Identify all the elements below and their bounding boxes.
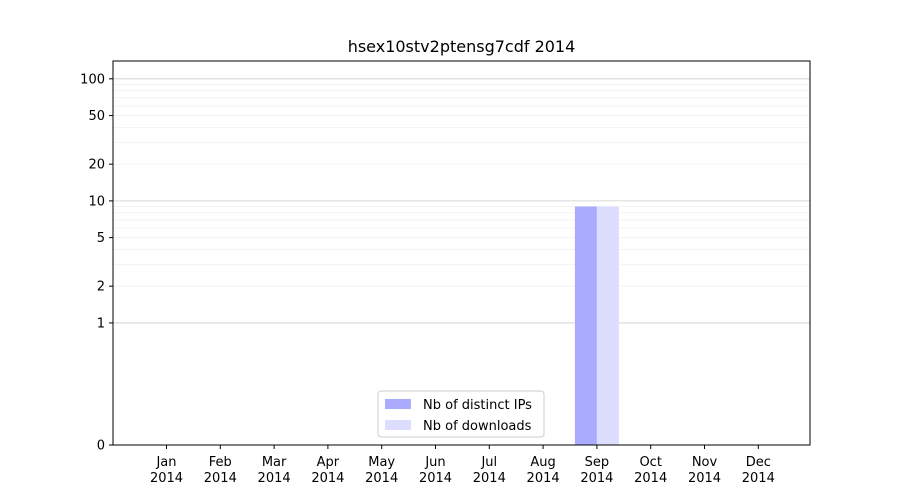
x-tick-label-year: 2014 — [365, 471, 398, 486]
x-tick-label-month: Apr — [317, 455, 340, 470]
bars-layer — [574, 206, 619, 445]
x-tick-label-month: Oct — [639, 455, 661, 470]
x-tick-label-year: 2014 — [150, 471, 183, 486]
chart-title: hsex10stv2ptensg7cdf 2014 — [348, 37, 576, 56]
axes-layer: 0125102050100Jan2014Feb2014Mar2014Apr201… — [80, 60, 811, 486]
x-tick-label-month: Jul — [480, 455, 497, 470]
x-tick-label-year: 2014 — [204, 471, 237, 486]
plot-frame — [112, 60, 811, 446]
x-tick-label-month: Dec — [746, 455, 771, 470]
x-tick-label-month: Mar — [262, 455, 287, 470]
x-tick-label-month: Jan — [155, 455, 176, 470]
legend-swatch — [385, 420, 411, 430]
legend-swatch — [385, 399, 411, 409]
y-tick-label: 0 — [97, 439, 105, 454]
x-tick-label-year: 2014 — [634, 471, 667, 486]
y-tick-label: 5 — [97, 231, 105, 246]
y-tick-label: 50 — [88, 109, 105, 124]
legend-label: Nb of distinct IPs — [423, 398, 532, 413]
x-tick-label-month: May — [368, 455, 395, 470]
bar-distinct-ips-sep — [574, 206, 597, 445]
x-tick-label-month: Jun — [424, 455, 445, 470]
x-tick-label-year: 2014 — [258, 471, 291, 486]
x-tick-label-year: 2014 — [580, 471, 613, 486]
y-tick-label: 100 — [80, 72, 105, 87]
legend: Nb of distinct IPs Nb of downloads — [377, 390, 545, 438]
x-tick-label-year: 2014 — [742, 471, 775, 486]
legend-box — [377, 390, 545, 438]
x-tick-label-year: 2014 — [311, 471, 344, 486]
x-tick-label-year: 2014 — [688, 471, 721, 486]
x-tick-label-month: Sep — [585, 455, 610, 470]
x-tick-label-month: Feb — [209, 455, 232, 470]
bar-downloads-sep — [596, 206, 619, 445]
y-tick-label: 1 — [97, 316, 105, 331]
x-tick-label-month: Aug — [530, 455, 555, 470]
grid-layer — [113, 78, 810, 324]
y-tick-label: 2 — [97, 280, 105, 295]
legend-label: Nb of downloads — [423, 419, 532, 434]
x-tick-label-year: 2014 — [473, 471, 506, 486]
x-tick-label-year: 2014 — [419, 471, 452, 486]
y-tick-label: 10 — [88, 194, 105, 209]
x-tick-label-year: 2014 — [527, 471, 560, 486]
x-tick-label-month: Nov — [692, 455, 718, 470]
y-tick-label: 20 — [88, 158, 105, 173]
